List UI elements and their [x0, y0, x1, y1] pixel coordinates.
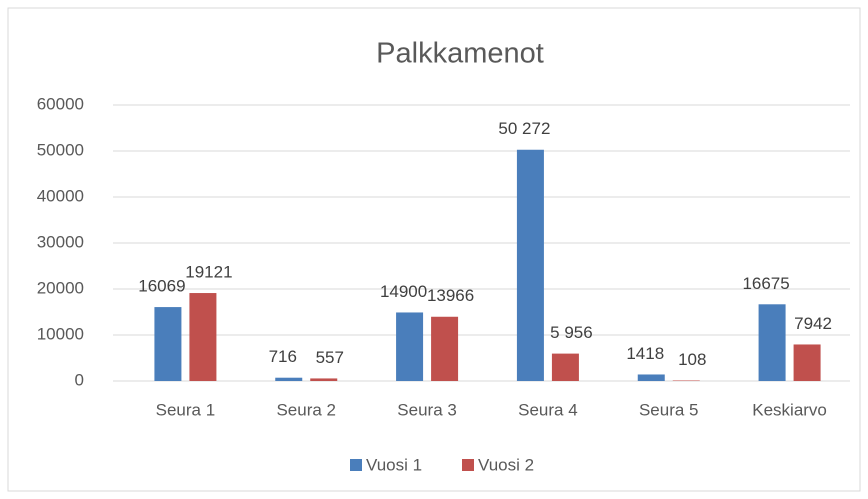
value-label: 16675	[742, 274, 789, 293]
bar	[431, 316, 459, 381]
bar	[793, 344, 821, 381]
value-label: 14900	[380, 282, 427, 301]
bar	[275, 377, 303, 381]
value-label: 1418	[626, 344, 664, 363]
x-tick-label: Seura 3	[397, 400, 457, 419]
x-tick-label: Seura 1	[156, 400, 216, 419]
value-label: 19121	[185, 263, 232, 282]
bar	[516, 149, 544, 381]
value-label: 557	[316, 348, 344, 367]
value-label: 50 272	[498, 119, 550, 138]
y-tick-label: 50000	[37, 140, 84, 159]
value-label: 108	[678, 350, 706, 369]
y-tick-label: 60000	[37, 94, 84, 113]
bar	[551, 353, 579, 381]
y-tick-label: 30000	[37, 232, 84, 251]
bar	[637, 374, 665, 381]
value-label: 716	[269, 347, 297, 366]
value-label: 13966	[427, 286, 474, 305]
bar	[189, 293, 217, 381]
value-label: 7942	[794, 314, 832, 333]
y-tick-label: 10000	[37, 324, 84, 343]
legend-label: Vuosi 1	[366, 455, 422, 474]
chart-frame	[7, 7, 861, 492]
value-label: 16069	[138, 277, 185, 296]
bar	[310, 378, 338, 381]
legend-swatch	[462, 459, 474, 471]
y-tick-label: 40000	[37, 186, 84, 205]
bar	[154, 307, 182, 381]
x-tick-label: Seura 5	[639, 400, 699, 419]
y-tick-label: 20000	[37, 278, 84, 297]
legend-label: Vuosi 2	[478, 455, 534, 474]
legend-swatch	[350, 459, 362, 471]
x-tick-label: Seura 4	[518, 400, 578, 419]
x-tick-label: Seura 2	[276, 400, 336, 419]
value-label: 5 956	[550, 323, 593, 342]
bar	[396, 312, 424, 381]
chart-title: Palkkamenot	[376, 38, 544, 70]
bar	[758, 304, 786, 381]
x-tick-label: Keskiarvo	[752, 400, 827, 419]
y-tick-label: 0	[75, 370, 84, 389]
